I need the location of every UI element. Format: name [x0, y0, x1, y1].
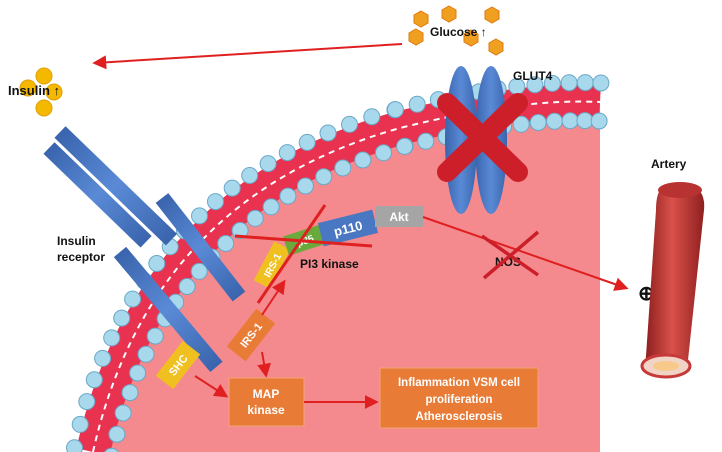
phospholipid-head — [375, 144, 392, 162]
phospholipid-head — [114, 404, 132, 422]
phospholipid-head — [279, 187, 297, 205]
svg-text:Inflammation VSM cell: Inflammation VSM cell — [398, 377, 520, 389]
outcome-box: Inflammation VSM cell proliferation Athe… — [379, 367, 539, 429]
insulin-molecule-icon — [19, 67, 63, 117]
phospholipid-head — [259, 155, 277, 173]
phospholipid-head — [319, 124, 337, 142]
insulin-receptor-label-line1: Insulin — [57, 234, 96, 248]
phospholipid-head — [386, 101, 404, 119]
phospholipid-head — [543, 74, 561, 92]
svg-text:Akt: Akt — [389, 210, 408, 224]
phospholipid-head — [576, 74, 594, 92]
akt-to-artery-arrow — [422, 216, 629, 291]
phospholipid-head — [278, 144, 296, 162]
phospholipid-head — [334, 159, 352, 177]
phospholipid-head — [417, 132, 435, 150]
phospholipid-head — [315, 168, 333, 186]
irs1-to-map-arrow — [257, 351, 271, 378]
pi3-kinase-label: PI3 kinase — [300, 257, 359, 271]
cytoplasm — [92, 103, 600, 452]
phospholipid-head — [341, 115, 358, 133]
phospholipid-head — [526, 76, 544, 94]
glucose-to-insulin-arrow — [92, 43, 403, 70]
phospholipid-head — [512, 115, 530, 133]
phospholipid-head — [66, 439, 83, 452]
phospholipid-head — [148, 255, 166, 272]
phospholipid-head — [190, 262, 208, 280]
cell-membrane — [66, 74, 610, 452]
glut4-blocked-cross-icon — [437, 93, 528, 182]
phospholipid-head — [104, 447, 119, 452]
phospholipid-head — [207, 193, 224, 211]
svg-text:proliferation: proliferation — [425, 394, 492, 406]
insulin-label: Insulin ↑ — [8, 83, 60, 98]
phospholipid-head — [560, 74, 578, 92]
phospholipid-head — [262, 198, 280, 216]
akt-box: Akt — [375, 206, 423, 227]
insulin-receptor-label-line2: receptor — [57, 250, 105, 264]
phospholipid-head — [396, 137, 414, 155]
phospholipid-head — [191, 207, 208, 225]
artery-label: Artery — [651, 157, 687, 171]
phospholipid-head — [85, 371, 103, 389]
phospholipid-head — [529, 114, 547, 131]
map-kinase-box: MAP kinase — [228, 377, 305, 427]
svg-text:p110: p110 — [332, 218, 364, 240]
phospholipid-head — [146, 327, 164, 345]
p110-box: p110 — [317, 209, 379, 247]
phospholipid-head — [590, 112, 608, 130]
svg-text:Atherosclerosis: Atherosclerosis — [416, 411, 503, 423]
nos-blocked-cross-icon — [480, 230, 540, 280]
phospholipid-head — [363, 108, 381, 126]
phospholipid-head — [592, 74, 610, 92]
phospholipid-head — [296, 177, 314, 195]
artery-vessel-icon — [640, 182, 705, 379]
phospholipid-head — [298, 133, 316, 151]
phospholipid-head — [223, 179, 241, 197]
phospholipid-head — [108, 425, 126, 443]
phospholipid-heads-inner — [104, 112, 608, 452]
shc-box: SHC — [155, 340, 201, 390]
phospholipid-head — [137, 345, 155, 363]
phospholipid-head — [121, 384, 139, 402]
phospholipid-head — [241, 167, 259, 184]
phospholipid-head — [71, 415, 89, 433]
phospholipid-head — [94, 349, 112, 367]
phospholipid-head — [113, 309, 131, 327]
phospholipid-head — [354, 151, 372, 169]
phospholipid-head — [546, 112, 563, 130]
phospholipid-head — [217, 235, 235, 252]
glucose-hexagon-icon — [408, 5, 504, 56]
phospholipid-head — [78, 393, 96, 411]
phospholipid-head — [246, 209, 264, 227]
pi3-kinase-blocked-cross-icon — [234, 204, 373, 304]
phospholipid-heads-outer — [66, 74, 610, 452]
phospholipid-head — [124, 290, 142, 308]
phospholipid-head — [576, 112, 594, 130]
svg-text:kinase: kinase — [247, 403, 285, 417]
phospholipid-head — [561, 112, 579, 130]
phospholipid-head — [129, 364, 147, 382]
phospholipid-head — [231, 222, 249, 239]
phospholipid-head — [408, 95, 426, 113]
irs1-to-pi3k-arrow — [261, 279, 286, 316]
svg-text:MAP: MAP — [253, 387, 280, 401]
insulin-receptor — [43, 126, 246, 373]
phospholipid-head — [103, 329, 121, 347]
phospholipid-head — [178, 278, 196, 295]
shc-to-map-arrow — [194, 375, 229, 398]
glucose-label: Glucose ↑ — [430, 25, 487, 39]
glut4-label: GLUT4 — [513, 69, 553, 83]
